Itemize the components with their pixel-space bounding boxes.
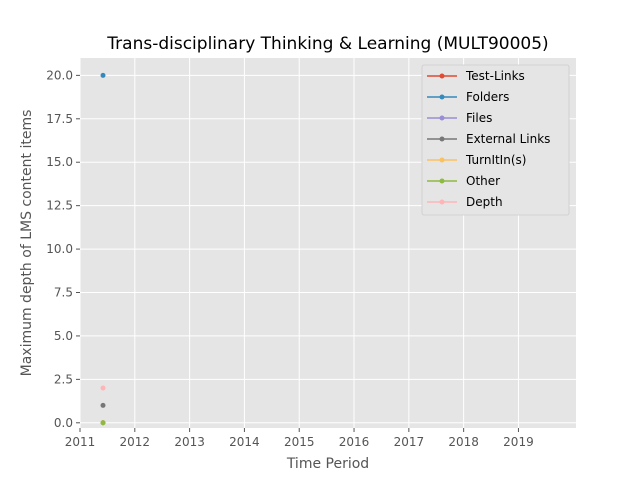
legend-marker	[439, 94, 445, 100]
legend-label: External Links	[466, 132, 550, 146]
y-tick-label: 5.0	[54, 329, 73, 343]
legend-marker	[439, 178, 445, 184]
ticks: 2011 2012 2013 2014 2015 2016 2017 2018 2019 0.0 2…	[46, 68, 533, 449]
y-tick-label: 10.0	[46, 242, 73, 256]
y-tick-label: 0.0	[54, 416, 73, 430]
data-point	[100, 402, 106, 408]
y-tick-label: 20.0	[46, 68, 73, 82]
legend-label: TurnItIn(s)	[465, 153, 526, 167]
x-tick-label: 2015	[284, 435, 315, 449]
x-tick-label: 2019	[503, 435, 534, 449]
x-tick-label: 2016	[339, 435, 370, 449]
legend-label: Depth	[466, 195, 503, 209]
data-point	[100, 385, 106, 391]
legend-label: Files	[466, 111, 492, 125]
data-point	[100, 420, 106, 426]
legend-box	[421, 64, 570, 216]
x-tick-label: 2014	[229, 435, 260, 449]
x-axis-label: Time Period	[286, 456, 369, 472]
data-point	[100, 72, 106, 78]
legend-marker	[439, 73, 445, 79]
x-tick-label: 2018	[448, 435, 479, 449]
x-tick-label: 2013	[174, 435, 205, 449]
x-tick-label: 2012	[120, 435, 151, 449]
y-tick-label: 12.5	[46, 199, 73, 213]
chart-title: Trans-disciplinary Thinking & Learning (…	[106, 34, 548, 54]
data-marks	[100, 72, 106, 426]
legend-label: Folders	[466, 90, 509, 104]
y-tick-label: 15.0	[46, 155, 73, 169]
legend-marker	[439, 199, 445, 205]
legend-marker	[439, 157, 445, 163]
y-axis-label: Maximum depth of LMS content items	[19, 110, 35, 377]
y-tick-label: 2.5	[54, 372, 73, 386]
y-tick-label: 17.5	[46, 112, 73, 126]
legend-label: Other	[466, 174, 500, 188]
x-tick-label: 2017	[394, 435, 425, 449]
y-tick-label: 7.5	[54, 286, 73, 300]
legend-marker	[439, 136, 445, 142]
legend-label: Test-Links	[465, 69, 525, 83]
legend: Test-Links Folders Files External Links Turn…	[421, 64, 570, 216]
legend-marker	[439, 115, 445, 121]
x-tick-label: 2011	[65, 435, 96, 449]
